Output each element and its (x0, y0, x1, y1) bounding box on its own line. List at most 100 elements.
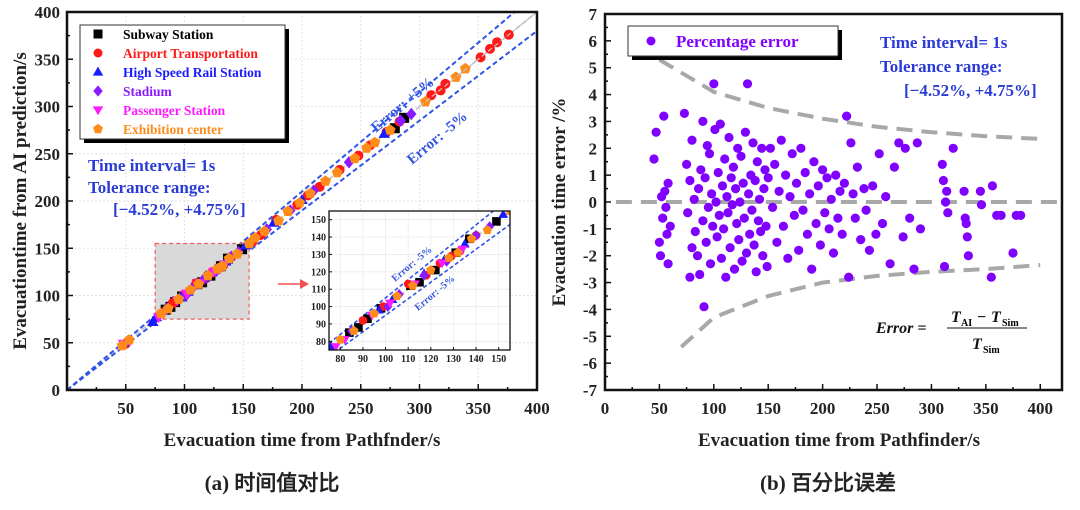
x-tick-label: 400 (1027, 399, 1053, 418)
data-point (184, 284, 196, 295)
data-point (698, 216, 708, 226)
data-point (378, 127, 390, 138)
data-point (785, 192, 795, 202)
y-tick-label: 6 (589, 32, 598, 51)
inset-x-tick-label: 130 (446, 354, 461, 365)
inset-data-point (354, 323, 363, 332)
data-point (754, 194, 765, 204)
reference-line (66, 11, 516, 391)
legend-marker (93, 29, 103, 39)
reference-line (66, 11, 538, 391)
legend-label: Stadium (123, 84, 173, 99)
data-point (716, 253, 727, 263)
data-point (399, 112, 410, 123)
inset-data-point (335, 334, 345, 344)
data-point (698, 116, 708, 126)
y-tick-label: 4 (589, 86, 598, 105)
data-point (739, 213, 749, 223)
data-point (249, 232, 261, 243)
data-point (750, 175, 760, 186)
data-point (833, 213, 843, 223)
legend-marker (93, 48, 103, 58)
data-point (361, 142, 373, 153)
y-tick-label: -5 (583, 327, 597, 346)
data-point (905, 213, 915, 223)
chart-a-x-axis-label: Evacuation time from Pathfnder/s (164, 430, 441, 451)
inset-data-point (419, 269, 429, 281)
y-tick-label: 3 (589, 112, 598, 131)
data-point (796, 143, 806, 153)
x-tick-label: 250 (864, 399, 890, 418)
data-point (975, 186, 986, 196)
data-point (826, 194, 836, 204)
formula-lhs: Error = (875, 320, 926, 337)
data-point (941, 197, 951, 207)
data-point (987, 181, 998, 191)
data-point (744, 189, 754, 199)
y-tick-label: -3 (583, 274, 597, 293)
zoom-arrow-icon (300, 279, 309, 289)
chart-b-envelope (615, 57, 1062, 349)
data-point (776, 135, 786, 145)
x-tick-label: 200 (289, 399, 315, 418)
data-point (406, 107, 417, 121)
data-point (763, 173, 773, 183)
data-point (742, 79, 753, 89)
inset-data-point (482, 225, 493, 235)
legend-marker (92, 106, 104, 116)
y-tick-label: -6 (583, 354, 597, 373)
data-point (719, 224, 729, 234)
data-point (734, 235, 744, 245)
chart-a-reference-lines (66, 11, 538, 391)
data-point (868, 181, 878, 191)
legend-marker-percentage-error (646, 36, 656, 46)
y-tick-label: 0 (52, 381, 61, 400)
chart-b-ticks: 0 50 100 150 200 250 300 350 400 7 6 5 4 3 2 1 0 -1 -2 -3 -4… (583, 5, 1053, 418)
data-point (818, 165, 828, 175)
x-tick-label: 150 (231, 399, 257, 418)
b-tolerance-range: [−4.52%, +4.75%] (904, 81, 1037, 100)
data-point (685, 272, 695, 282)
data-point (731, 184, 741, 194)
b-time-interval-text: Time interval= 1s (880, 33, 1008, 52)
chart-a-caption: (a) 时间值对比 (205, 471, 340, 495)
inset-data-point (320, 350, 330, 359)
data-point (649, 154, 659, 164)
data-point (707, 189, 717, 199)
y-tick-label: 50 (43, 334, 60, 353)
data-point (440, 78, 451, 89)
chart-a-ticks: 50 100 150 200 250 300 350 400 0 50 100 150 200 250 30… (35, 3, 550, 418)
data-point (856, 235, 866, 245)
inset-data-point (349, 325, 359, 335)
data-point (711, 197, 721, 207)
y-tick-label: 400 (35, 3, 61, 22)
data-point (859, 184, 869, 194)
data-point (915, 224, 926, 234)
data-point (794, 245, 804, 255)
legend-label: Exhibition center (123, 122, 223, 137)
inset-data-point (330, 343, 341, 350)
tolerance-range: [−4.52%, +4.75%] (113, 200, 246, 219)
inset-reference-line (329, 211, 495, 345)
y-tick-label: -1 (583, 220, 597, 239)
x-tick-label: 250 (348, 399, 374, 418)
data-point (694, 184, 704, 194)
inset-data-point (408, 280, 418, 290)
inset-data-point (369, 308, 379, 318)
data-point (712, 232, 722, 242)
reference-line (66, 30, 538, 391)
upper-envelope-curve (658, 57, 1041, 141)
data-point (789, 210, 799, 220)
formula-sub-ai: AI (961, 318, 972, 329)
data-point (765, 143, 776, 153)
data-point (294, 197, 306, 208)
identity-line-overlay (419, 11, 538, 107)
data-point (748, 138, 758, 148)
data-point (885, 259, 895, 269)
inset-data-point (459, 238, 470, 248)
tolerance-label: Tolerance range: (88, 178, 211, 197)
inset-x-tick-label: 120 (423, 354, 438, 365)
data-point (223, 252, 235, 264)
data-point (846, 138, 856, 148)
data-point (783, 253, 793, 263)
